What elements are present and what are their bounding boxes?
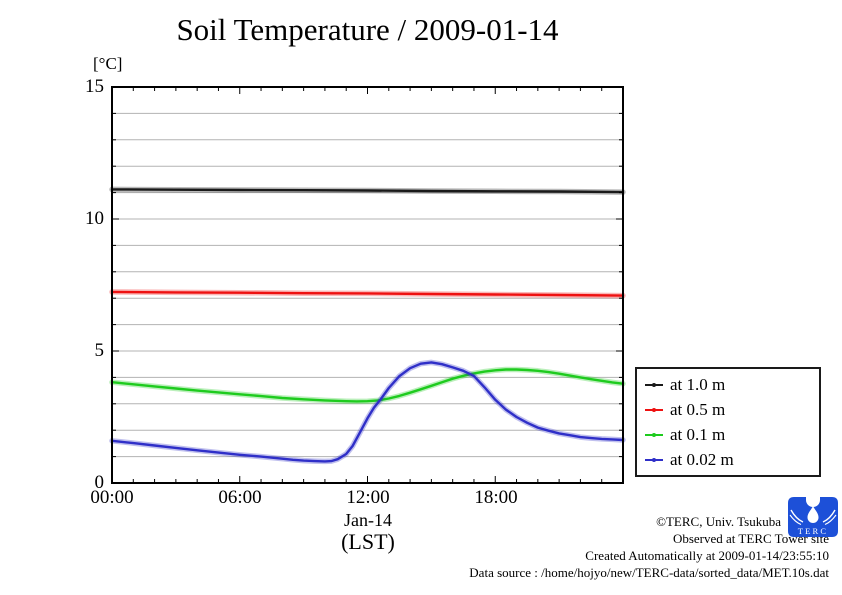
legend-item-label: at 1.0 m [670, 374, 726, 394]
legend-line-sample-icon [645, 432, 663, 437]
x-axis-timezone-label: (LST) [341, 529, 395, 554]
terc-logo: TERC [788, 497, 838, 537]
legend-item-0.5m: at 0.5 m [645, 399, 811, 419]
x-tick-label-0000: 00:00 [90, 487, 134, 508]
x-axis-date-label: Jan-14 [344, 510, 392, 530]
copyright-text: ©TERC, Univ. Tsukuba [656, 514, 781, 529]
created-timestamp-text: Created Automatically at 2009-01-14/23:5… [585, 548, 829, 563]
droplet-icon [807, 506, 819, 523]
legend: at 1.0 m at 0.5 m at 0.1 m at 0.02 m [635, 367, 821, 477]
y-tick-label-0: 0 [94, 472, 105, 493]
legend-line-sample-icon [645, 382, 663, 387]
y-tick-label-10: 10 [85, 208, 104, 229]
x-tick-label-0600: 06:00 [218, 487, 262, 508]
legend-item-1.0m: at 1.0 m [645, 374, 811, 394]
legend-item-label: at 0.5 m [670, 399, 726, 419]
logo-arc-left-icon [790, 509, 804, 523]
legend-item-label: at 0.02 m [670, 449, 734, 469]
y-axis-unit-label: [°C] [93, 54, 123, 73]
data-source-text: Data source : /home/hojyo/new/TERC-data/… [469, 565, 829, 580]
legend-line-sample-icon [645, 457, 663, 462]
logo-arc-left2-icon [789, 514, 802, 526]
legend-item-0.1m: at 0.1 m [645, 424, 811, 444]
x-tick-label-1200: 12:00 [346, 487, 390, 508]
page-title: Soil Temperature / 2009-01-14 [176, 12, 559, 47]
y-tick-label-5: 5 [94, 340, 105, 361]
legend-item-0.02m: at 0.02 m [645, 449, 811, 469]
logo-text: TERC [798, 526, 829, 536]
y-tick-label-15: 15 [85, 76, 104, 97]
logo-arc-right2-icon [824, 514, 837, 526]
x-tick-label-1800: 18:00 [474, 487, 518, 508]
legend-item-label: at 0.1 m [670, 424, 726, 444]
legend-line-sample-icon [645, 407, 663, 412]
logo-arc-right-icon [822, 509, 836, 523]
